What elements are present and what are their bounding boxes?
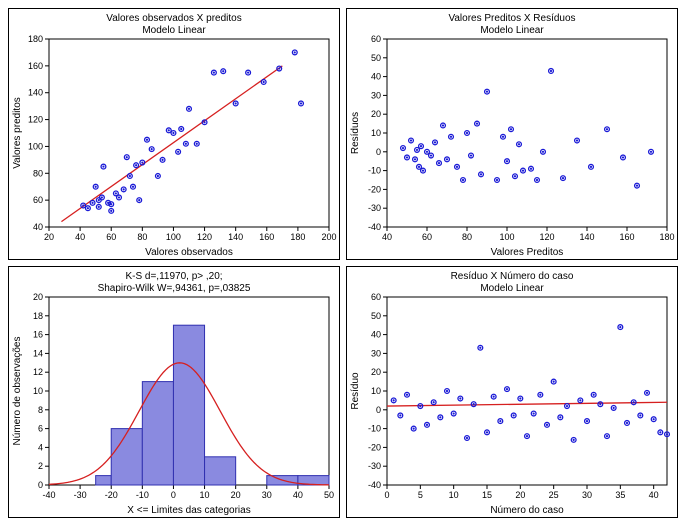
- svg-text:6: 6: [38, 424, 43, 434]
- svg-text:100: 100: [499, 232, 514, 242]
- svg-text:10: 10: [449, 490, 459, 500]
- svg-text:14: 14: [33, 348, 43, 358]
- svg-text:160: 160: [619, 232, 634, 242]
- svg-text:8: 8: [38, 405, 43, 415]
- svg-text:-40: -40: [368, 222, 381, 232]
- svg-text:Valores Preditos X Resíduos: Valores Preditos X Resíduos: [448, 13, 575, 24]
- svg-text:5: 5: [418, 490, 423, 500]
- svg-text:140: 140: [228, 232, 243, 242]
- svg-text:0: 0: [376, 147, 381, 157]
- svg-text:60: 60: [33, 195, 43, 205]
- svg-text:-20: -20: [105, 490, 118, 500]
- svg-text:2: 2: [38, 461, 43, 471]
- svg-text:60: 60: [106, 232, 116, 242]
- svg-text:200: 200: [321, 232, 336, 242]
- svg-text:20: 20: [371, 367, 381, 377]
- svg-text:35: 35: [615, 490, 625, 500]
- svg-text:10: 10: [371, 128, 381, 138]
- svg-text:-10: -10: [136, 490, 149, 500]
- svg-text:120: 120: [28, 115, 43, 125]
- svg-text:-20: -20: [368, 184, 381, 194]
- svg-text:60: 60: [422, 232, 432, 242]
- svg-text:-30: -30: [368, 203, 381, 213]
- svg-text:Modelo Linear: Modelo Linear: [480, 283, 544, 294]
- svg-text:0: 0: [384, 490, 389, 500]
- svg-text:-10: -10: [368, 166, 381, 176]
- svg-text:140: 140: [28, 88, 43, 98]
- svg-text:-30: -30: [74, 490, 87, 500]
- panel-histogram: K-S d=,11970, p> ,20;Shapiro-Wilk W=,943…: [8, 266, 340, 518]
- svg-text:50: 50: [324, 490, 334, 500]
- svg-text:-10: -10: [368, 424, 381, 434]
- svg-text:K-S d=,11970, p> ,20;: K-S d=,11970, p> ,20;: [125, 271, 222, 282]
- svg-text:40: 40: [293, 490, 303, 500]
- svg-text:0: 0: [171, 490, 176, 500]
- svg-text:15: 15: [482, 490, 492, 500]
- svg-text:0: 0: [376, 405, 381, 415]
- svg-text:160: 160: [28, 61, 43, 71]
- svg-text:100: 100: [166, 232, 181, 242]
- svg-text:-40: -40: [42, 490, 55, 500]
- svg-text:60: 60: [371, 34, 381, 44]
- svg-text:Shapiro-Wilk W=,94361, p=,0382: Shapiro-Wilk W=,94361, p=,03825: [98, 283, 251, 294]
- svg-text:100: 100: [28, 141, 43, 151]
- svg-text:180: 180: [28, 34, 43, 44]
- svg-text:4: 4: [38, 442, 43, 452]
- svg-text:Valores preditos: Valores preditos: [12, 97, 23, 169]
- svg-text:30: 30: [262, 490, 272, 500]
- svg-text:Valores observados X preditos: Valores observados X preditos: [106, 13, 241, 24]
- svg-text:140: 140: [579, 232, 594, 242]
- svg-text:Número do caso: Número do caso: [490, 505, 564, 516]
- svg-text:120: 120: [197, 232, 212, 242]
- svg-text:10: 10: [33, 386, 43, 396]
- svg-text:30: 30: [582, 490, 592, 500]
- svg-text:50: 50: [371, 311, 381, 321]
- svg-text:160: 160: [259, 232, 274, 242]
- svg-text:40: 40: [371, 330, 381, 340]
- svg-text:50: 50: [371, 53, 381, 63]
- svg-text:Modelo Linear: Modelo Linear: [142, 25, 206, 36]
- panel-predicted-residuals: Valores Preditos X ResíduosModelo Linear…: [346, 8, 678, 260]
- svg-text:20: 20: [515, 490, 525, 500]
- svg-text:Resíduo: Resíduo: [350, 372, 361, 410]
- svg-text:20: 20: [33, 292, 43, 302]
- svg-text:20: 20: [371, 109, 381, 119]
- svg-text:180: 180: [659, 232, 674, 242]
- svg-text:X <= Limites das categorias: X <= Limites das categorias: [127, 505, 250, 516]
- svg-text:10: 10: [200, 490, 210, 500]
- svg-text:Valores observados: Valores observados: [145, 247, 233, 258]
- svg-text:Valores Preditos: Valores Preditos: [491, 247, 564, 258]
- svg-text:30: 30: [371, 348, 381, 358]
- svg-text:40: 40: [649, 490, 659, 500]
- svg-text:10: 10: [371, 386, 381, 396]
- svg-text:16: 16: [33, 330, 43, 340]
- svg-text:-20: -20: [368, 442, 381, 452]
- svg-text:80: 80: [33, 168, 43, 178]
- svg-text:80: 80: [462, 232, 472, 242]
- svg-text:18: 18: [33, 311, 43, 321]
- svg-text:40: 40: [75, 232, 85, 242]
- svg-text:60: 60: [371, 292, 381, 302]
- svg-text:0: 0: [38, 480, 43, 490]
- svg-text:40: 40: [371, 72, 381, 82]
- panel-residual-case: Resíduo X Número do casoModelo Linear 0 5 1…: [346, 266, 678, 518]
- svg-text:-40: -40: [368, 480, 381, 490]
- svg-text:Modelo Linear: Modelo Linear: [480, 25, 544, 36]
- chart-grid: Valores observados X preditosModelo Line…: [8, 8, 672, 516]
- svg-text:20: 20: [44, 232, 54, 242]
- svg-text:80: 80: [137, 232, 147, 242]
- svg-text:25: 25: [549, 490, 559, 500]
- svg-text:-30: -30: [368, 461, 381, 471]
- svg-text:Resíduo X Número do caso: Resíduo X Número do caso: [451, 271, 574, 282]
- svg-text:120: 120: [539, 232, 554, 242]
- svg-text:20: 20: [231, 490, 241, 500]
- svg-text:40: 40: [33, 222, 43, 232]
- svg-text:40: 40: [382, 232, 392, 242]
- svg-text:12: 12: [33, 367, 43, 377]
- svg-text:Resíduos: Resíduos: [350, 112, 361, 154]
- svg-text:180: 180: [290, 232, 305, 242]
- svg-text:30: 30: [371, 90, 381, 100]
- panel-observed-predicted: Valores observados X preditosModelo Line…: [8, 8, 340, 260]
- svg-text:Número de observações: Número de observações: [12, 337, 23, 446]
